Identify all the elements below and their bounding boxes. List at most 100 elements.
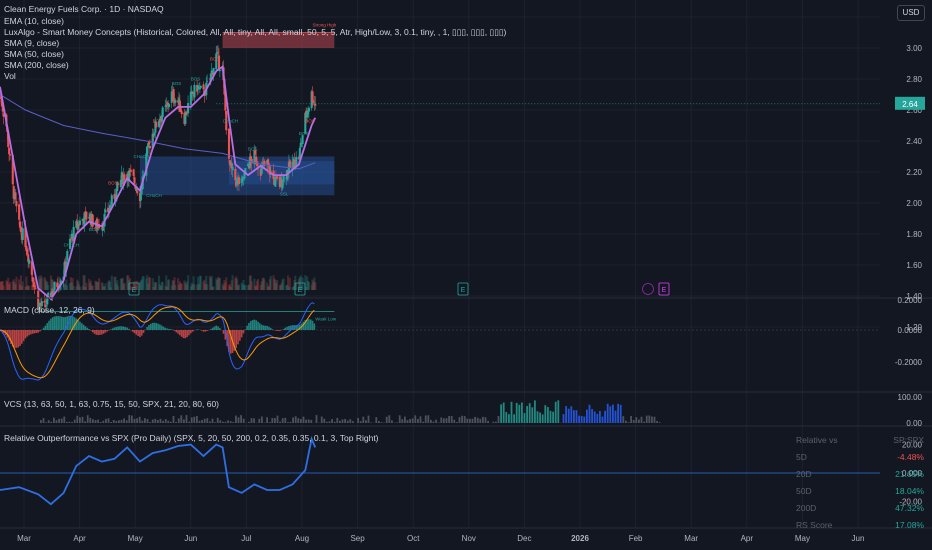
volume-bar bbox=[164, 285, 167, 290]
volume-bar bbox=[85, 282, 88, 290]
legend-relative[interactable]: Relative Outperformance vs SPX (Pro Dail… bbox=[4, 433, 379, 443]
vcs-bar bbox=[643, 421, 645, 423]
macd-histogram-bar bbox=[179, 330, 181, 336]
candle-body bbox=[84, 211, 87, 213]
volume-bar bbox=[215, 278, 218, 290]
vcs-bar bbox=[573, 410, 575, 423]
legend-sma9[interactable]: SMA (9, close) bbox=[4, 38, 60, 48]
legend-volume[interactable]: Vol bbox=[4, 71, 16, 81]
vcs-bar bbox=[463, 416, 466, 423]
earnings-marker-box bbox=[658, 282, 670, 296]
candle-body bbox=[293, 159, 296, 169]
macd-histogram-bar bbox=[113, 327, 116, 330]
candle-body bbox=[119, 179, 122, 188]
candle-body bbox=[185, 111, 188, 116]
macd-histogram-bar bbox=[309, 319, 312, 330]
macd-histogram-bar bbox=[255, 320, 257, 330]
legend-vcs[interactable]: VCS (13, 63, 50, 1, 63, 0.75, 15, 50, SP… bbox=[4, 399, 220, 409]
candle-body bbox=[212, 67, 215, 75]
macd-histogram-bar bbox=[237, 330, 239, 345]
vcs-bar bbox=[297, 418, 300, 423]
vcs-bar bbox=[482, 416, 484, 423]
volume-bar bbox=[147, 277, 151, 290]
vcs-bar bbox=[55, 420, 58, 423]
candle-body bbox=[234, 168, 237, 181]
volume-bar bbox=[0, 281, 2, 290]
macd-histogram-bar bbox=[111, 328, 114, 330]
vcs-bar bbox=[201, 419, 203, 423]
macd-histogram-bar bbox=[295, 325, 297, 330]
volume-bar bbox=[84, 286, 87, 290]
time-tick-label: Apr bbox=[73, 534, 86, 543]
volume-bar bbox=[133, 284, 136, 290]
vcs-bar bbox=[484, 417, 487, 423]
volume-bar bbox=[210, 276, 213, 290]
candle-body bbox=[85, 211, 88, 220]
vcs-bar bbox=[367, 415, 370, 423]
volume-bar bbox=[177, 284, 181, 290]
vcs-bar bbox=[76, 415, 79, 423]
legend-sma50[interactable]: SMA (50, close) bbox=[4, 49, 64, 59]
volume-bar bbox=[134, 281, 137, 290]
volume-bar bbox=[40, 277, 43, 290]
macd-histogram-bar bbox=[102, 330, 105, 334]
volume-bar bbox=[50, 279, 53, 290]
candle-body bbox=[94, 227, 97, 229]
symbol-title[interactable]: Clean Energy Fuels Corp. · 1D · NASDAQ bbox=[4, 4, 164, 14]
price-axis[interactable]: 3.203.002.802.602.402.202.001.801.601.40… bbox=[895, 13, 925, 506]
rs-row-value: 21.65% bbox=[895, 469, 924, 479]
vcs-bar bbox=[531, 407, 534, 423]
vcs-bar bbox=[79, 417, 81, 423]
vcs-bar bbox=[505, 412, 508, 423]
volume-bar bbox=[286, 275, 290, 290]
vcs-bar bbox=[391, 420, 393, 423]
candle-body bbox=[291, 161, 294, 170]
volume-bar bbox=[237, 284, 241, 290]
candle-body bbox=[27, 254, 30, 262]
price-tick-label: 2.20 bbox=[906, 168, 922, 177]
smc-tag: CHoCH bbox=[64, 242, 80, 247]
macd-histogram-bar bbox=[124, 327, 127, 330]
smc-tag: BOS bbox=[153, 118, 163, 123]
time-tick-label: Oct bbox=[407, 534, 420, 543]
legend-ema[interactable]: EMA (10, close) bbox=[4, 16, 64, 26]
volume-bar bbox=[21, 281, 24, 290]
vcs-bar bbox=[521, 402, 523, 423]
candle-body bbox=[24, 226, 27, 247]
macd-histogram-bar bbox=[157, 323, 159, 330]
macd-histogram-bar bbox=[184, 330, 187, 339]
vcs-bar bbox=[331, 419, 333, 423]
volume-bar bbox=[236, 279, 239, 290]
volume-bar bbox=[211, 286, 214, 290]
legend-macd[interactable]: MACD (close, 12, 26, 9) bbox=[4, 305, 95, 315]
vcs-bar bbox=[547, 407, 549, 423]
time-axis[interactable]: Mar Apr May Jun Jul Aug Sep Oct Nov Dec 2026 Feb Mar… bbox=[17, 534, 864, 543]
vcs-bar bbox=[466, 418, 469, 423]
candle-body bbox=[313, 102, 316, 104]
volume-bar bbox=[212, 286, 215, 290]
macd-histogram-bar bbox=[22, 330, 25, 342]
currency-button[interactable]: USD bbox=[897, 5, 925, 21]
macd-histogram-bar bbox=[209, 329, 212, 330]
volume-bar bbox=[275, 283, 278, 290]
candle-body bbox=[56, 282, 59, 288]
last-price-tag bbox=[895, 96, 925, 110]
macd-histogram-bar bbox=[235, 330, 238, 348]
vcs-bar bbox=[125, 420, 128, 423]
volume-bar bbox=[242, 279, 245, 290]
vcs-bar bbox=[209, 421, 211, 423]
macd-histogram-bar bbox=[46, 323, 49, 330]
volume-bar bbox=[288, 277, 291, 290]
candle-body bbox=[165, 104, 168, 107]
candle-body bbox=[295, 156, 298, 167]
legend-sma200[interactable]: SMA (200, close) bbox=[4, 60, 69, 70]
candle-body bbox=[2, 113, 5, 117]
volume-bar bbox=[254, 285, 257, 290]
volume-bar bbox=[68, 282, 72, 290]
vcs-bar bbox=[229, 421, 232, 423]
legend-smc[interactable]: LuxAlgo - Smart Money Concepts (Historic… bbox=[4, 27, 507, 37]
volume-bar bbox=[287, 286, 291, 290]
vcs-bar bbox=[401, 419, 404, 423]
volume-bar bbox=[28, 286, 31, 290]
